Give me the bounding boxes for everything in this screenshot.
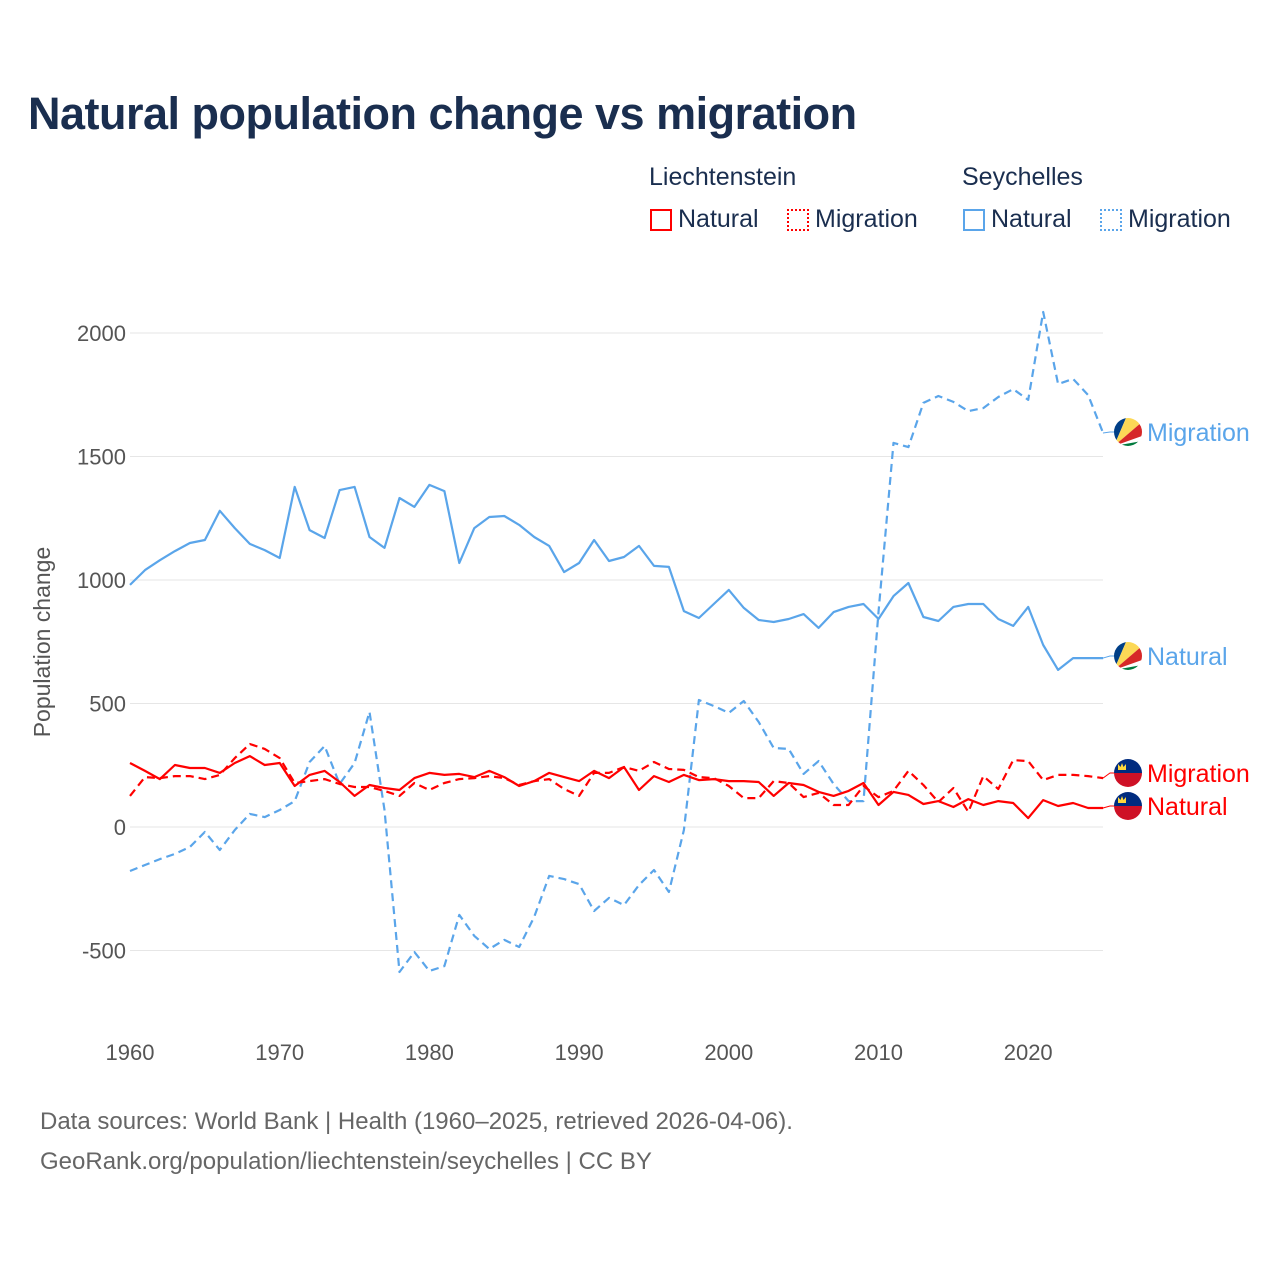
flag-red <box>1114 773 1142 787</box>
flag-red <box>1114 422 1142 446</box>
end-label: Migration <box>1147 760 1250 788</box>
chart-title: Natural population change vs migration <box>28 88 857 139</box>
x-tick-label: 1990 <box>555 1040 604 1065</box>
flag-yellow <box>1114 418 1142 446</box>
footer-source: Data sources: World Bank | Health (1960–… <box>40 1108 793 1135</box>
footer-credit: GeoRank.org/population/liechtenstein/sey… <box>40 1148 652 1175</box>
x-tick-label: 1970 <box>255 1040 304 1065</box>
end-connector <box>1102 431 1114 434</box>
flag-fill <box>1114 418 1142 446</box>
end-connector <box>1102 805 1114 809</box>
y-axis-label: Population change <box>29 547 55 738</box>
legend-label: Migration <box>1128 205 1231 233</box>
crown-icon <box>1118 796 1126 803</box>
legend-swatch-solid <box>963 208 985 231</box>
x-tick-label: 1980 <box>405 1040 454 1065</box>
end-label: Migration <box>1147 419 1250 447</box>
legend-label: Migration <box>815 205 918 233</box>
series-line-liechtenstein-natural <box>129 754 1104 820</box>
y-tick-label: 1000 <box>77 568 126 593</box>
flag-fill <box>1114 759 1142 787</box>
liechtenstein-flag-icon <box>1114 759 1142 787</box>
series-line-liechtenstein-migration <box>129 742 1104 814</box>
series-line-seychelles-migration <box>129 310 1105 974</box>
legend-label: Natural <box>991 205 1072 233</box>
y-tick-label: 0 <box>114 815 126 840</box>
x-tick-label: 1960 <box>106 1040 155 1065</box>
seychelles-flag-icon <box>1114 642 1142 670</box>
end-label: Natural <box>1147 643 1228 671</box>
end-connector <box>1102 655 1114 659</box>
flag-yellow <box>1114 642 1142 670</box>
legend-group-seychelles: Seychelles <box>962 163 1083 191</box>
y-tick-label: 2000 <box>77 321 126 346</box>
series-line-seychelles-natural <box>129 483 1104 672</box>
legend-item-seychelles-natural[interactable]: Natural <box>963 205 1072 234</box>
legend-swatch-dotted <box>1100 208 1122 231</box>
end-connector <box>1101 772 1114 779</box>
y-tick-label: 1500 <box>77 445 126 470</box>
liechtenstein-flag-icon <box>1114 792 1142 820</box>
y-tick-label: 500 <box>89 692 126 717</box>
legend-item-seychelles-migration[interactable]: Migration <box>1100 205 1231 234</box>
legend-item-liechtenstein-natural[interactable]: Natural <box>650 205 759 234</box>
legend-swatch-dotted <box>787 208 809 231</box>
legend-swatch-solid <box>650 208 672 231</box>
x-tick-label: 2000 <box>704 1040 753 1065</box>
y-tick-label: -500 <box>82 939 126 964</box>
flag-fill <box>1114 792 1142 820</box>
crown-icon <box>1118 763 1126 770</box>
x-tick-label: 2010 <box>854 1040 903 1065</box>
seychelles-flag-icon <box>1114 418 1142 446</box>
legend-item-liechtenstein-migration[interactable]: Migration <box>787 205 918 234</box>
end-label: Natural <box>1147 793 1228 821</box>
legend-label: Natural <box>678 205 759 233</box>
flag-red <box>1114 646 1142 670</box>
flag-fill <box>1114 642 1142 670</box>
flag-red <box>1114 806 1142 820</box>
x-tick-label: 2020 <box>1004 1040 1053 1065</box>
legend-group-liechtenstein: Liechtenstein <box>649 163 797 191</box>
